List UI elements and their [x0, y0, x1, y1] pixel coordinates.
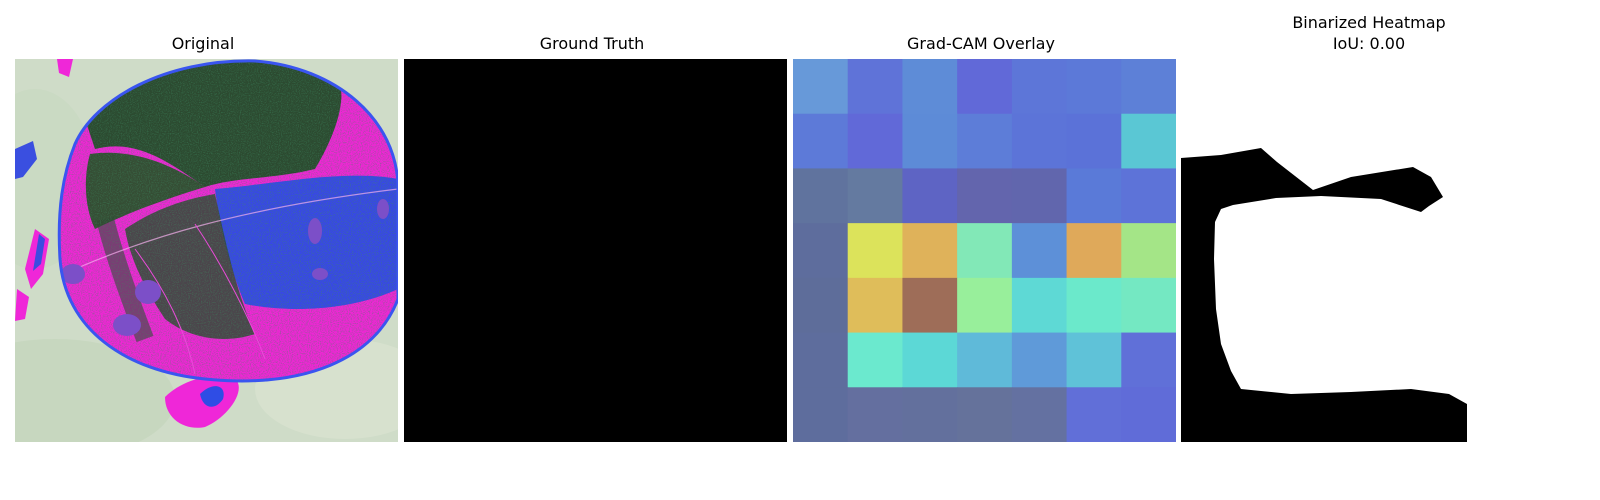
gradcam-overlay-panel — [793, 59, 1176, 442]
mask-region — [1181, 148, 1467, 442]
heatmap-cell-r0-c6 — [1121, 59, 1176, 115]
heatmap-cell-r6-c6 — [1121, 387, 1176, 442]
heatmap-cell-r5-c2 — [902, 332, 958, 388]
heatmap-cell-r3-c4 — [1011, 223, 1068, 279]
gradcam-heatmap-grid — [793, 59, 1176, 442]
heatmap-cell-r2-c5 — [1066, 168, 1122, 224]
heatmap-cell-r3-c2 — [902, 223, 958, 279]
heatmap-cell-r0-c3 — [957, 59, 1013, 115]
heatmap-cell-r0-c5 — [1066, 59, 1122, 115]
heatmap-cell-r2-c3 — [957, 168, 1013, 224]
heatmap-cell-r6-c1 — [847, 387, 903, 442]
heatmap-cell-r0-c0 — [793, 59, 849, 115]
title-ground-truth: Ground Truth — [539, 34, 645, 53]
heatmap-cell-r5-c4 — [1011, 332, 1068, 388]
heatmap-cell-r3-c1 — [847, 223, 903, 279]
heatmap-cell-r1-c4 — [1011, 113, 1068, 169]
heatmap-cell-r2-c6 — [1121, 168, 1176, 224]
heatmap-cell-r2-c0 — [793, 168, 849, 224]
heatmap-cell-r1-c6 — [1121, 113, 1176, 169]
heatmap-cell-r5-c6 — [1121, 332, 1176, 388]
iou-score: IoU: 0.00 — [1332, 34, 1406, 53]
heatmap-cell-r4-c0 — [793, 277, 849, 334]
heatmap-cell-r2-c2 — [902, 168, 958, 224]
heatmap-cell-r2-c4 — [1011, 168, 1068, 224]
leaf-image — [15, 59, 398, 442]
binarized-heatmap-panel — [1181, 59, 1557, 442]
heatmap-cell-r4-c4 — [1011, 277, 1068, 334]
heatmap-cell-r0-c2 — [902, 59, 958, 115]
title-gradcam-overlay: Grad-CAM Overlay — [907, 34, 1055, 53]
title-binarized-heatmap-block: Binarized Heatmap IoU: 0.00 — [1181, 12, 1557, 54]
heatmap-cell-r4-c1 — [847, 277, 903, 334]
heatmap-cell-r4-c5 — [1066, 277, 1122, 334]
heatmap-cell-r1-c2 — [902, 113, 958, 169]
heatmap-cell-r6-c4 — [1011, 387, 1068, 442]
heatmap-cell-r1-c5 — [1066, 113, 1122, 169]
heatmap-cell-r3-c5 — [1066, 223, 1122, 279]
heatmap-cell-r6-c2 — [902, 387, 958, 442]
heatmap-cell-r2-c1 — [847, 168, 903, 224]
heatmap-cell-r6-c0 — [793, 387, 849, 442]
heatmap-cell-r4-c2 — [902, 277, 958, 334]
original-image-panel — [15, 59, 398, 442]
heatmap-cell-r3-c0 — [793, 223, 849, 279]
heatmap-cell-r5-c1 — [847, 332, 903, 388]
heatmap-cell-r3-c3 — [957, 223, 1013, 279]
ground-truth-panel — [404, 59, 787, 442]
heatmap-cell-r1-c1 — [847, 113, 903, 169]
heatmap-cell-r1-c3 — [957, 113, 1013, 169]
heatmap-cell-r5-c0 — [793, 332, 849, 388]
heatmap-cell-r3-c6 — [1121, 223, 1176, 279]
title-original: Original — [171, 34, 235, 53]
binarized-mask — [1181, 148, 1467, 442]
title-binarized-heatmap: Binarized Heatmap — [1292, 13, 1446, 32]
heatmap-cell-r6-c3 — [957, 387, 1013, 442]
heatmap-cell-r0-c4 — [1011, 59, 1068, 115]
heatmap-cell-r0-c1 — [847, 59, 903, 115]
heatmap-cell-r6-c5 — [1066, 387, 1122, 442]
heatmap-cell-r1-c0 — [793, 113, 849, 169]
heatmap-cell-r4-c6 — [1121, 277, 1176, 334]
heatmap-cell-r5-c5 — [1066, 332, 1122, 388]
heatmap-cell-r5-c3 — [957, 332, 1013, 388]
heatmap-cell-r4-c3 — [957, 277, 1013, 334]
